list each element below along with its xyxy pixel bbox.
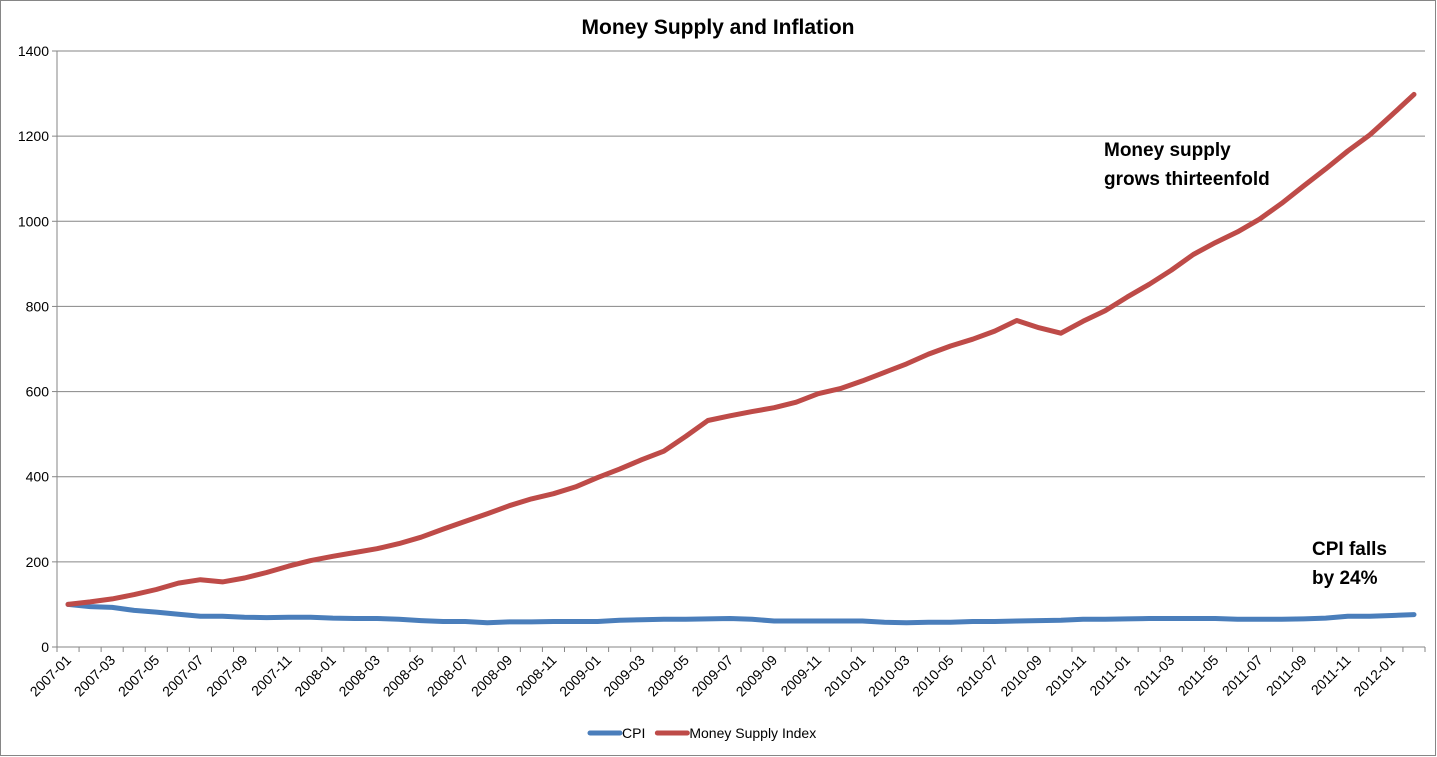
- y-tick-label: 1000: [18, 213, 49, 229]
- legend-label: CPI: [622, 725, 645, 741]
- legend-label: Money Supply Index: [689, 725, 816, 741]
- annotation: Money supply: [1104, 140, 1231, 161]
- y-tick-label: 0: [41, 639, 49, 655]
- y-tick-label: 1200: [18, 128, 49, 144]
- annotation: grows thirteenfold: [1104, 169, 1270, 190]
- annotation: by 24%: [1312, 568, 1378, 589]
- y-tick-label: 800: [26, 298, 50, 314]
- chart-title: Money Supply and Inflation: [582, 16, 855, 39]
- annotation: CPI falls: [1312, 539, 1387, 560]
- series-line: [65, 91, 1417, 607]
- y-tick-label: 1400: [18, 43, 49, 59]
- y-tick-label: 200: [26, 554, 50, 570]
- y-tick-label: 600: [26, 384, 50, 400]
- y-tick-label: 400: [26, 469, 50, 485]
- series-line: [65, 601, 1417, 626]
